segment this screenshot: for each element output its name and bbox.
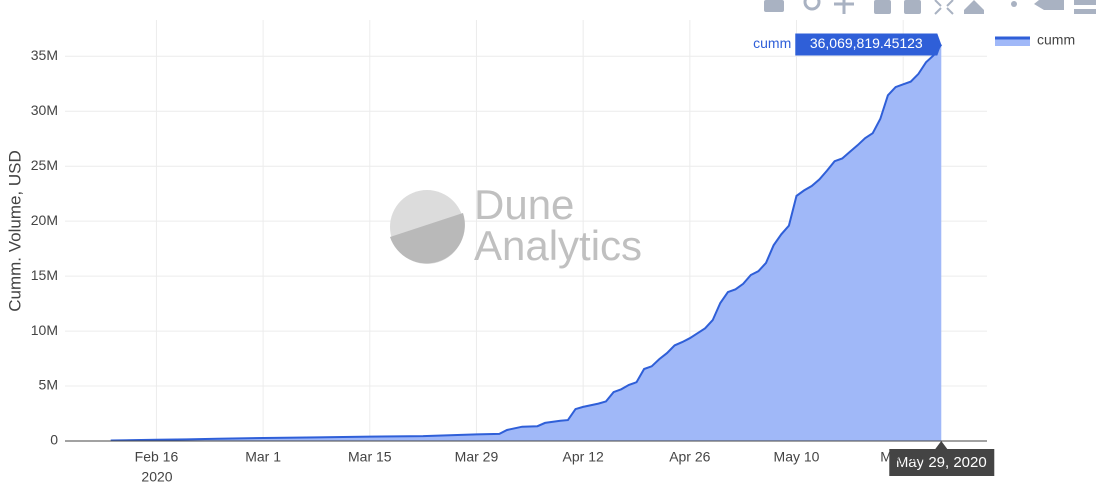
y-tick-label: 15M <box>31 267 58 283</box>
reset-icon[interactable] <box>964 0 984 14</box>
legend: cumm <box>995 32 1075 48</box>
hover-value: 36,069,819.45123 <box>810 35 923 51</box>
area <box>110 44 942 441</box>
watermark-logo <box>390 213 465 264</box>
legend-swatch <box>995 38 1030 46</box>
hover-compare-icon[interactable] <box>1074 0 1096 5</box>
zoom-in-icon[interactable] <box>874 0 891 14</box>
y-tick-label: 35M <box>31 47 58 63</box>
watermark: Dune Analytics <box>390 181 642 269</box>
legend-label[interactable]: cumm <box>1037 32 1075 48</box>
y-tick-label: 30M <box>31 102 58 118</box>
y-tick-label: 20M <box>31 212 58 228</box>
hover-x-box <box>889 441 995 476</box>
autoscale-icon[interactable] <box>934 0 954 15</box>
x-tick-label: Apr 26 <box>669 449 710 465</box>
x-tick-label: Mar 15 <box>348 449 392 465</box>
watermark-text: Dune <box>474 181 574 228</box>
zoom-out-icon[interactable] <box>904 0 921 14</box>
hover: 36,069,819.45123 cumm May 29, 2020 <box>753 33 995 476</box>
y-tick-label: 25M <box>31 157 58 173</box>
x-tick-label: Apr 12 <box>563 449 604 465</box>
x-tick-label: May 10 <box>774 449 820 465</box>
x-tick-label: Feb 16 <box>135 449 179 465</box>
x-tick-label: May 24 <box>880 449 926 465</box>
camera-icon[interactable] <box>764 0 784 12</box>
hover-compare-icon[interactable] <box>1074 9 1096 14</box>
x-year-label: 2020 <box>141 469 172 485</box>
x-tick-label: Mar 1 <box>245 449 281 465</box>
plot <box>65 43 987 442</box>
hover-closest-icon[interactable] <box>1034 0 1064 10</box>
hover-x-label: May 29, 2020 <box>896 454 987 471</box>
y-axis-label: Cumm. Volume, USD <box>5 150 24 312</box>
toolbar <box>764 0 1096 15</box>
x-tick-label: Mar 29 <box>455 449 499 465</box>
watermark-text: Analytics <box>474 222 642 269</box>
y-tick-label: 0 <box>50 432 58 448</box>
hover-box <box>795 33 942 56</box>
line <box>110 43 943 442</box>
pan-icon[interactable] <box>834 0 854 14</box>
y-tick-label: 10M <box>31 322 58 338</box>
hover-series: cumm <box>753 35 791 51</box>
spike-icon[interactable] <box>1011 1 1017 7</box>
y-tick-label: 5M <box>39 377 58 393</box>
zoom-icon[interactable] <box>803 0 821 11</box>
